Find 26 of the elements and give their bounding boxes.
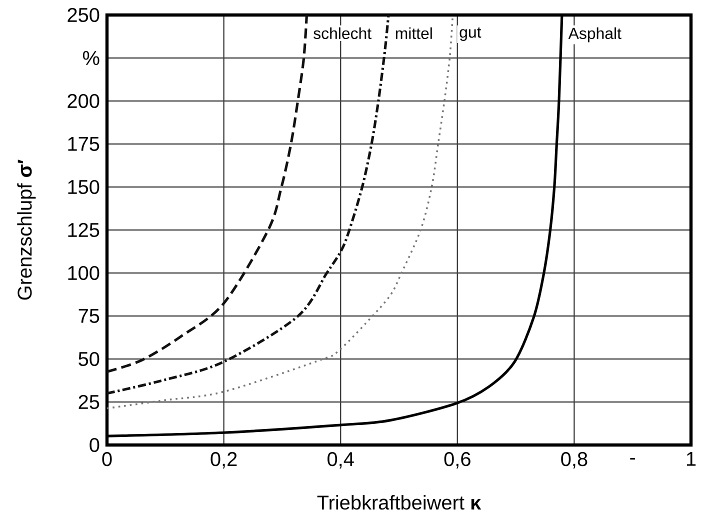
text: - xyxy=(630,458,636,460)
x-tick-label: 0,4 xyxy=(328,452,354,469)
x-tick-label: 1 xyxy=(686,452,696,466)
series-label: Asphalt xyxy=(568,27,622,42)
y-axis-title: Grenzschlupf σ′ xyxy=(17,160,36,300)
y-tick-label: 25 xyxy=(78,394,100,410)
y-tick-label: 75 xyxy=(78,309,100,323)
y-tick-label: 0 xyxy=(90,438,100,452)
series-label: gut xyxy=(460,27,482,41)
y-tick-label: 175 xyxy=(68,137,100,151)
y-tick-label: 250 xyxy=(68,8,100,22)
series-label: mittel xyxy=(396,27,432,40)
y-tick-label: 100 xyxy=(68,266,100,280)
line-series xyxy=(106,14,308,374)
line-series xyxy=(106,14,390,395)
x-tick-label: 0,2 xyxy=(210,452,237,469)
y-tick-label: % xyxy=(82,51,100,65)
x-tick-label: 0,8 xyxy=(561,452,588,469)
x-tick-label: 0,6 xyxy=(444,452,470,469)
x-tick-label: 0 xyxy=(102,452,112,466)
x-axis-title: Triebkraftbeiwert κ xyxy=(317,495,482,510)
y-tick-label: 50 xyxy=(78,352,100,366)
y-tick-label: 125 xyxy=(68,222,100,238)
y-tick-label: 200 xyxy=(68,94,100,108)
series-label: schlecht xyxy=(314,27,372,40)
y-tick-label: 150 xyxy=(68,180,100,194)
